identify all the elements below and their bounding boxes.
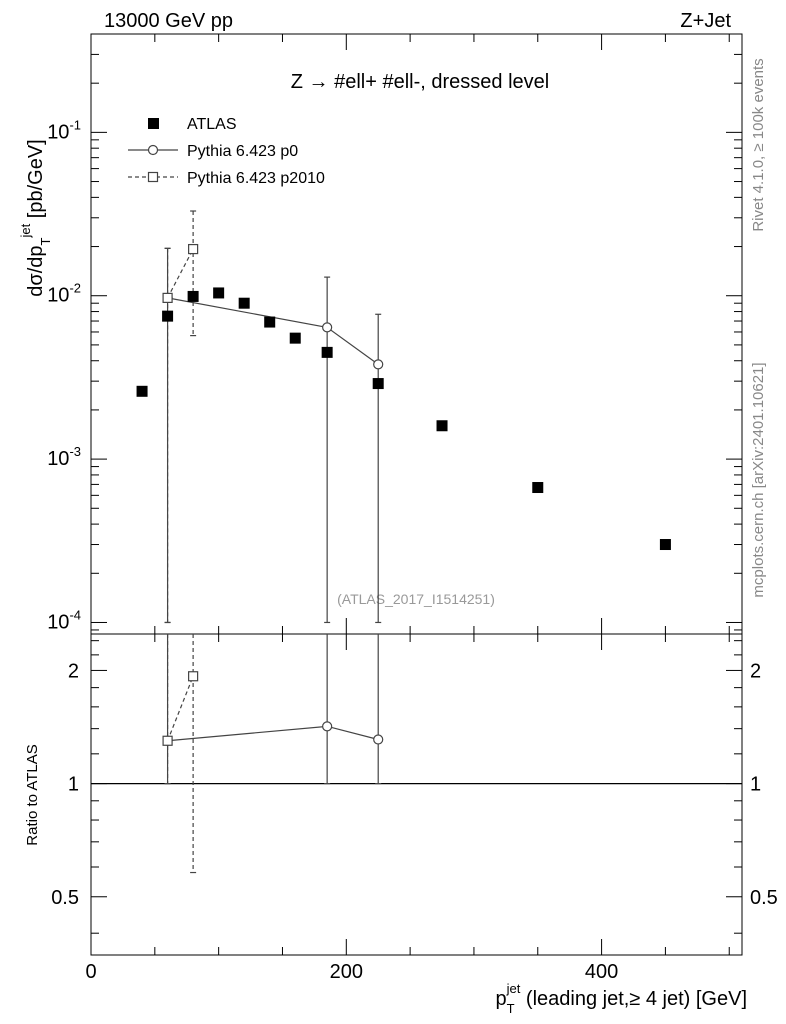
- main-atlas-point: [289, 332, 301, 344]
- header-left-title: 13000 GeV pp: [104, 10, 233, 32]
- main-atlas-point: [136, 385, 148, 397]
- ratio-pythia-p2010-point: [162, 735, 173, 746]
- x-axis-label: pTjet (leading jet,≥ 4 jet) [GeV]: [496, 981, 747, 1016]
- main-atlas-point: [238, 297, 250, 309]
- legend: ATLAS Pythia 6.423 p0 Pythia 6.423 p2010: [128, 116, 325, 187]
- main-axis-ticks: [90, 33, 742, 634]
- main-atlas-point: [436, 420, 448, 432]
- main-pythia-p0-point: [322, 322, 333, 333]
- x-tick-label: 0: [85, 961, 96, 983]
- main-y-axis-label: dσ/dpTjet [pb/GeV]: [18, 139, 53, 296]
- main-atlas-point: [659, 539, 671, 551]
- ratio-series-layer: [162, 634, 384, 874]
- legend-label-p2010: Pythia 6.423 p2010: [187, 170, 325, 187]
- ratio-pythia-p0-point: [322, 721, 333, 732]
- ratio-y-tick-label-right: 1: [750, 774, 761, 796]
- main-y-tick-label: 10-4: [47, 607, 81, 633]
- analysis-watermark: (ATLAS_2017_I1514251): [337, 591, 495, 607]
- main-atlas-point: [213, 287, 225, 299]
- ratio-panel-frame: [90, 633, 743, 956]
- main-y-tick-label: 10-1: [47, 117, 81, 143]
- ratio-pythia-p2010-point: [188, 671, 199, 682]
- legend-marker-atlas: [148, 118, 159, 129]
- main-atlas-point: [372, 378, 384, 390]
- legend-marker-p0: [147, 144, 159, 156]
- main-y-tick-label: 10-3: [47, 444, 81, 470]
- ratio-pythia-p2010-line: [167, 676, 194, 741]
- ratio-pythia-p0-line: [167, 725, 379, 742]
- ratio-y-tick-label-left: 1: [68, 774, 79, 796]
- main-pythia-p0-point: [373, 359, 384, 370]
- main-y-tick-labels: 10-1 10-2 10-3 10-4: [47, 117, 81, 633]
- mcplots-label: mcplots.cern.ch [arXiv:2401.10621]: [750, 362, 767, 597]
- ratio-y-tick-label-left: 2: [68, 660, 79, 682]
- main-atlas-point: [162, 310, 174, 322]
- legend-marker-p2010: [147, 171, 159, 183]
- main-pythia-p2010-point: [188, 243, 199, 255]
- legend-label-atlas: ATLAS: [187, 116, 237, 133]
- main-pythia-p2010-point: [162, 292, 173, 303]
- main-atlas-point: [187, 290, 199, 302]
- legend-label-p0: Pythia 6.423 p0: [187, 143, 298, 160]
- ratio-y-tick-labels: 0.5 0.5 1 1 2 2: [51, 660, 778, 908]
- main-y-tick-label: 10-2: [47, 281, 81, 307]
- main-atlas-point: [532, 482, 544, 494]
- x-tick-labels: 0 200 400: [85, 961, 618, 983]
- main-atlas-point: [264, 316, 276, 328]
- ratio-y-tick-label-right: 0.5: [750, 887, 778, 909]
- main-pythia-p0-line: [167, 297, 379, 365]
- main-atlas-point: [321, 346, 333, 358]
- ratio-axis-ticks: [90, 634, 742, 955]
- x-tick-label: 400: [585, 961, 618, 983]
- ratio-pythia-p0-point: [373, 734, 384, 745]
- header-right-title: Z+Jet: [680, 10, 731, 32]
- x-tick-label: 200: [330, 961, 363, 983]
- rivet-label: Rivet 4.1.0, ≥ 100k events: [750, 58, 767, 231]
- plot-title: Z → #ell+ #ell-, dressed level: [291, 71, 549, 93]
- main-pythia-p2010-line: [167, 248, 194, 299]
- main-series-layer: [136, 210, 671, 624]
- ratio-y-tick-label-right: 2: [750, 660, 761, 682]
- ratio-y-tick-label-left: 0.5: [51, 887, 79, 909]
- ratio-y-axis-label: Ratio to ATLAS: [24, 744, 41, 845]
